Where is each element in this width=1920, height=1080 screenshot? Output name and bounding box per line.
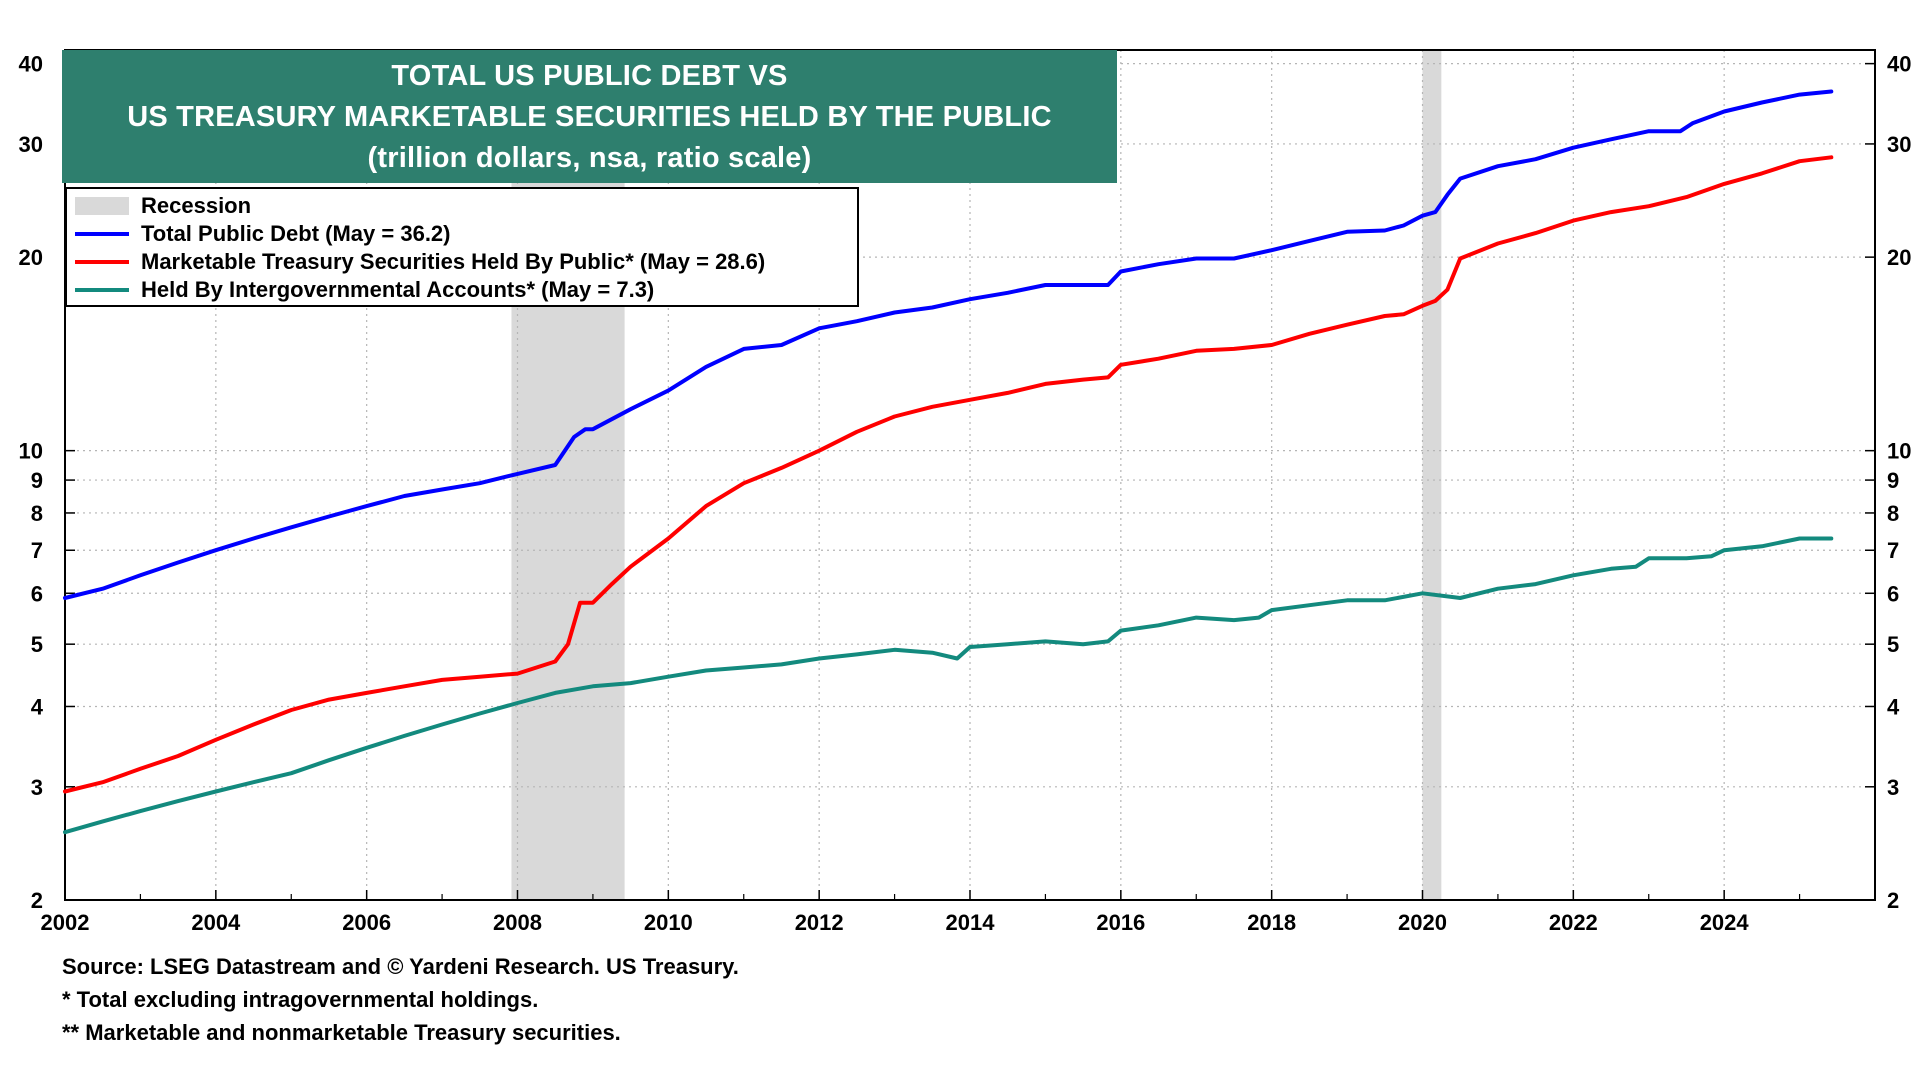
- legend-item-recession: Recession: [75, 192, 251, 220]
- y-tick-label-right-4: 4: [1887, 694, 1900, 719]
- y-tick-label-left-30: 30: [19, 132, 43, 157]
- x-tick-label-2008: 2008: [493, 910, 542, 935]
- footnote-double-asterisk: ** Marketable and nonmarketable Treasury…: [62, 1020, 621, 1045]
- y-tick-label-right-10: 10: [1887, 439, 1911, 464]
- y-tick-label-right-5: 5: [1887, 632, 1899, 657]
- y-tick-label-right-8: 8: [1887, 501, 1899, 526]
- series-lines: [63, 89, 1834, 835]
- chart-subtitle: (trillion dollars, nsa, ratio scale): [367, 142, 812, 174]
- x-tick-label-2014: 2014: [946, 910, 996, 935]
- y-tick-label-right-20: 20: [1887, 245, 1911, 270]
- y-tick-label-left-40: 40: [19, 52, 43, 77]
- y-tick-label-left-3: 3: [31, 775, 43, 800]
- legend-label-total-public-debt: Total Public Debt (May = 36.2): [141, 221, 451, 246]
- x-tick-label-2024: 2024: [1700, 910, 1750, 935]
- legend-swatch-intergovernmental: [75, 288, 129, 292]
- y-tick-label-left-20: 20: [19, 245, 43, 270]
- y-tick-label-right-3: 3: [1887, 775, 1899, 800]
- x-tick-label-2018: 2018: [1247, 910, 1296, 935]
- y-tick-label-right-2: 2: [1887, 888, 1899, 913]
- y-tick-label-right-9: 9: [1887, 468, 1899, 493]
- x-tick-label-2002: 2002: [41, 910, 90, 935]
- legend-label-marketable-securities: Marketable Treasury Securities Held By P…: [141, 249, 766, 274]
- legend-label-recession: Recession: [141, 193, 252, 218]
- y-tick-label-left-5: 5: [31, 632, 43, 657]
- x-tick-label-2006: 2006: [342, 910, 391, 935]
- y-tick-label-left-2: 2: [31, 888, 43, 913]
- y-tick-label-left-10: 10: [19, 439, 43, 464]
- source-note: Source: LSEG Datastream and © Yardeni Re…: [62, 954, 739, 979]
- x-tick-label-2004: 2004: [191, 910, 241, 935]
- footnote-single-asterisk: * Total excluding intragovernmental hold…: [62, 987, 539, 1012]
- x-tick-label-2010: 2010: [644, 910, 693, 935]
- legend-item-intergovernmental: Held By Intergovernmental Accounts* (May…: [75, 276, 654, 304]
- y-tick-label-right-6: 6: [1887, 581, 1899, 606]
- y-tick-label-left-6: 6: [31, 581, 43, 606]
- y-tick-label-right-7: 7: [1887, 538, 1899, 563]
- chart-title-box: TOTAL US PUBLIC DEBT VS US TREASURY MARK…: [62, 50, 1117, 183]
- x-tick-label-2012: 2012: [795, 910, 844, 935]
- chart-title-line2: US TREASURY MARKETABLE SECURITIES HELD B…: [127, 101, 1052, 133]
- chart-title: TOTAL US PUBLIC DEBT VS: [391, 60, 788, 92]
- legend-item-total-public-debt: Total Public Debt (May = 36.2): [75, 220, 451, 248]
- y-tick-label-right-30: 30: [1887, 132, 1911, 157]
- recession-band-1: [1422, 50, 1442, 900]
- x-tick-label-2020: 2020: [1398, 910, 1447, 935]
- y-tick-label-left-7: 7: [31, 538, 43, 563]
- y-tick-label-left-4: 4: [31, 694, 44, 719]
- footnotes: Source: LSEG Datastream and © Yardeni Re…: [62, 950, 739, 1049]
- y-tick-label-left-9: 9: [31, 468, 43, 493]
- x-tick-label-2022: 2022: [1549, 910, 1598, 935]
- y-tick-label-right-40: 40: [1887, 52, 1911, 77]
- legend-swatch-total-public-debt: [75, 232, 129, 236]
- series-line-0: [63, 89, 1834, 600]
- legend-swatch-recession: [75, 197, 129, 215]
- legend: Recession Total Public Debt (May = 36.2)…: [65, 187, 859, 307]
- x-tick-label-2016: 2016: [1096, 910, 1145, 935]
- y-tick-label-left-8: 8: [31, 501, 43, 526]
- legend-swatch-marketable-securities: [75, 260, 129, 264]
- legend-item-marketable-securities: Marketable Treasury Securities Held By P…: [75, 248, 765, 276]
- series-line-2: [63, 536, 1834, 835]
- tick-labels: 2002 2004 2006 2008 2010 2012 2014 2016 2018 2020…: [19, 52, 1912, 935]
- legend-label-intergovernmental: Held By Intergovernmental Accounts* (May…: [141, 277, 655, 302]
- series-line-1: [63, 155, 1834, 794]
